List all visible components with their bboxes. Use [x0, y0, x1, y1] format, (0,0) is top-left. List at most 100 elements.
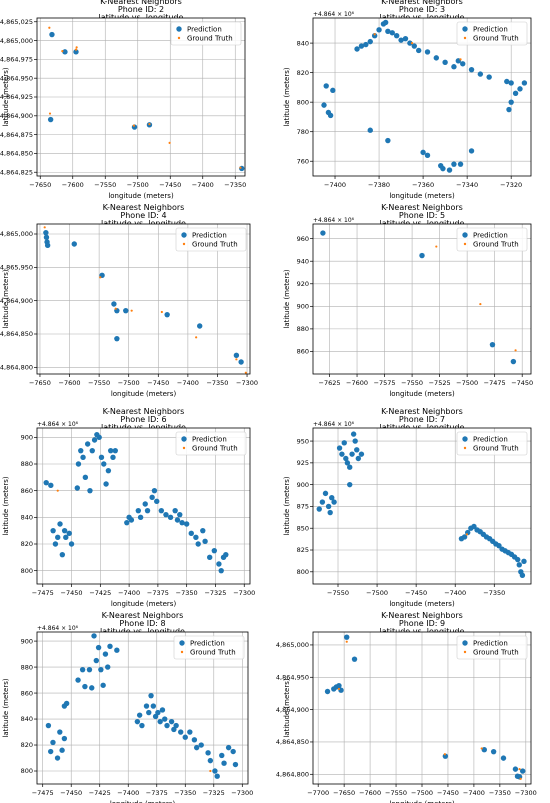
prediction-point — [96, 434, 102, 441]
legend-prediction-marker — [181, 436, 187, 442]
prediction-point — [461, 534, 468, 540]
x-tick-label: −7450 — [147, 379, 169, 387]
prediction-point — [157, 718, 163, 725]
prediction-point — [468, 148, 475, 154]
y-tick-label: 4,864,900 — [0, 297, 33, 305]
x-axis-label: longitude (meters) — [111, 390, 177, 398]
y-axis-label: latitude (meters) — [283, 678, 291, 738]
prediction-point — [504, 78, 510, 85]
prediction-point — [202, 538, 208, 545]
legend-ground-truth-marker — [463, 242, 467, 246]
y-tick-label: 960 — [297, 235, 309, 243]
prediction-point — [173, 722, 179, 729]
legend-ground-truth-marker — [463, 650, 467, 654]
prediction-point — [164, 722, 170, 729]
prediction-point — [323, 83, 329, 89]
legend-ground-truth-label: Ground Truth — [187, 35, 233, 43]
prediction-point — [91, 633, 97, 639]
chart-title-line: Phone ID: 9 — [399, 619, 445, 628]
prediction-point — [389, 30, 395, 36]
prediction-point — [95, 644, 102, 651]
y-tick-label: 4,865,950 — [0, 264, 33, 272]
prediction-point — [98, 666, 104, 673]
y-tick-label: 4,864,800 — [276, 770, 309, 778]
ground-truth-point — [410, 42, 414, 45]
legend-prediction-label: Prediction — [473, 26, 508, 34]
y-tick-label: 4,864,875 — [0, 131, 33, 139]
prediction-point — [433, 55, 440, 61]
prediction-point — [207, 757, 214, 764]
chart-title-line: K-Nearest Neighbors — [381, 611, 463, 620]
prediction-point — [490, 748, 497, 755]
legend-ground-truth-marker — [182, 242, 186, 246]
prediction-point — [149, 494, 155, 501]
legend-ground-truth-marker — [463, 36, 467, 40]
prediction-point — [327, 509, 333, 516]
prediction-point — [171, 726, 177, 733]
prediction-point — [101, 461, 107, 467]
y-axis-label: latitude (meters) — [2, 67, 10, 127]
prediction-point — [47, 116, 54, 123]
y-tick-label: 4,864,850 — [276, 738, 309, 746]
y-tick-label: 880 — [21, 663, 33, 671]
x-tick-label: −7350 — [224, 181, 246, 189]
x-tick-label: −7500 — [411, 789, 433, 797]
prediction-point — [321, 102, 327, 108]
prediction-point — [123, 307, 129, 314]
x-tick-label: −7400 — [117, 789, 139, 797]
x-tick-label: −7625 — [319, 379, 341, 387]
prediction-point — [73, 49, 79, 55]
y-tick-label: 840 — [297, 39, 309, 47]
prediction-point — [420, 149, 426, 156]
prediction-point — [424, 49, 431, 55]
legend-ground-truth-label: Ground Truth — [190, 649, 236, 657]
prediction-point — [212, 768, 218, 774]
prediction-point — [78, 447, 84, 454]
ground-truth-point — [514, 349, 517, 352]
x-tick-label: −7450 — [60, 789, 82, 797]
y-tick-label: 4,864,950 — [0, 74, 33, 82]
y-tick-label: 800 — [21, 567, 33, 575]
prediction-point — [84, 441, 91, 447]
prediction-point — [515, 556, 521, 563]
prediction-point — [200, 527, 206, 534]
prediction-point — [336, 682, 342, 689]
prediction-point — [86, 666, 93, 673]
prediction-point — [98, 454, 105, 461]
y-tick-label: 840 — [21, 715, 33, 723]
x-axis-label: longitude (meters) — [389, 192, 455, 200]
chart-title-line: Phone ID: 6 — [120, 415, 166, 424]
x-tick-label: −7425 — [89, 789, 111, 797]
ground-truth-point — [43, 226, 46, 229]
y-tick-label: 760 — [297, 157, 309, 165]
ground-truth-point — [61, 50, 64, 53]
prediction-point — [193, 534, 199, 541]
prediction-point — [87, 487, 93, 494]
prediction-point — [457, 161, 464, 167]
prediction-point — [103, 481, 109, 487]
x-tick-label: −7500 — [366, 589, 388, 597]
x-tick-label: −7380 — [368, 181, 390, 189]
x-tick-label: −7300 — [233, 589, 255, 597]
legend-prediction-label: Prediction — [187, 26, 222, 34]
prediction-point — [415, 47, 422, 54]
prediction-point — [187, 729, 193, 735]
prediction-point — [45, 722, 52, 729]
legend-prediction-label: Prediction — [192, 232, 227, 240]
legend-prediction-marker — [176, 26, 182, 32]
prediction-point — [341, 440, 347, 446]
ground-truth-point — [459, 58, 462, 61]
axis-offset-label: +4.864 × 10⁶ — [37, 625, 79, 632]
y-tick-label: 900 — [297, 303, 309, 311]
prediction-point — [55, 534, 61, 541]
x-tick-label: −7300 — [515, 789, 537, 797]
y-tick-label: 4,865,025 — [0, 18, 33, 26]
prediction-point — [225, 744, 232, 751]
legend-ground-truth-label: Ground Truth — [473, 445, 519, 453]
y-tick-label: 825 — [297, 546, 309, 554]
prediction-point — [75, 461, 82, 467]
